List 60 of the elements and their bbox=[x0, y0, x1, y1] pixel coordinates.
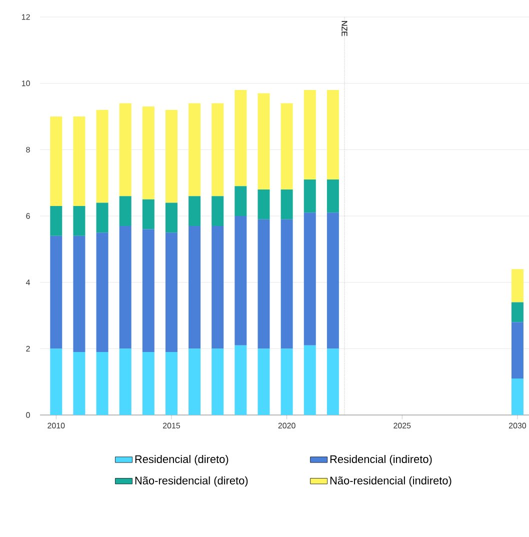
bar bbox=[258, 219, 270, 349]
legend-label: Não-residencial (direto) bbox=[135, 476, 248, 487]
bar bbox=[326, 212, 339, 349]
bar bbox=[280, 103, 293, 190]
bar bbox=[73, 116, 86, 206]
bar bbox=[234, 186, 247, 216]
bar bbox=[326, 180, 339, 213]
bar bbox=[73, 206, 86, 236]
bar bbox=[50, 206, 62, 236]
bar bbox=[165, 232, 178, 352]
bar bbox=[304, 212, 316, 346]
bar bbox=[142, 229, 154, 352]
bar bbox=[188, 103, 201, 196]
bar bbox=[96, 352, 108, 415]
bar bbox=[165, 110, 178, 203]
bar bbox=[165, 352, 178, 415]
bar bbox=[280, 189, 293, 220]
legend-label: Residencial (indireto) bbox=[330, 455, 432, 466]
bar bbox=[165, 202, 178, 233]
bar bbox=[188, 348, 201, 415]
bar bbox=[258, 348, 270, 415]
bar bbox=[511, 269, 524, 302]
bar bbox=[119, 226, 132, 349]
bar bbox=[511, 302, 524, 322]
bar bbox=[142, 352, 154, 415]
bar bbox=[304, 90, 316, 180]
bar bbox=[304, 345, 316, 415]
bar bbox=[119, 348, 132, 415]
bar bbox=[96, 232, 108, 352]
bar bbox=[258, 189, 270, 220]
bar bbox=[50, 236, 62, 349]
bar bbox=[511, 378, 524, 415]
bar bbox=[258, 93, 270, 190]
bar bbox=[119, 103, 132, 196]
bar bbox=[119, 196, 132, 226]
bar bbox=[50, 348, 62, 415]
bar bbox=[73, 236, 86, 352]
bar bbox=[188, 226, 201, 349]
bar bbox=[142, 106, 154, 200]
bar bbox=[280, 348, 293, 415]
bar bbox=[188, 196, 201, 226]
bar bbox=[212, 226, 224, 349]
bar bbox=[234, 90, 247, 186]
bar bbox=[511, 322, 524, 379]
bar bbox=[234, 216, 247, 346]
bar bbox=[96, 110, 108, 203]
bar bbox=[50, 116, 62, 206]
bar bbox=[280, 219, 293, 349]
legend-label: Residencial (direto) bbox=[135, 455, 228, 466]
bar bbox=[212, 103, 224, 196]
bar bbox=[326, 90, 339, 180]
bar bbox=[212, 196, 224, 226]
bar bbox=[304, 180, 316, 213]
bar bbox=[73, 352, 86, 415]
bar bbox=[96, 202, 108, 233]
bar bbox=[234, 345, 247, 415]
bar bbox=[212, 348, 224, 415]
bar bbox=[142, 199, 154, 230]
legend-label: Não-residencial (indireto) bbox=[330, 476, 452, 487]
bar bbox=[326, 348, 339, 415]
